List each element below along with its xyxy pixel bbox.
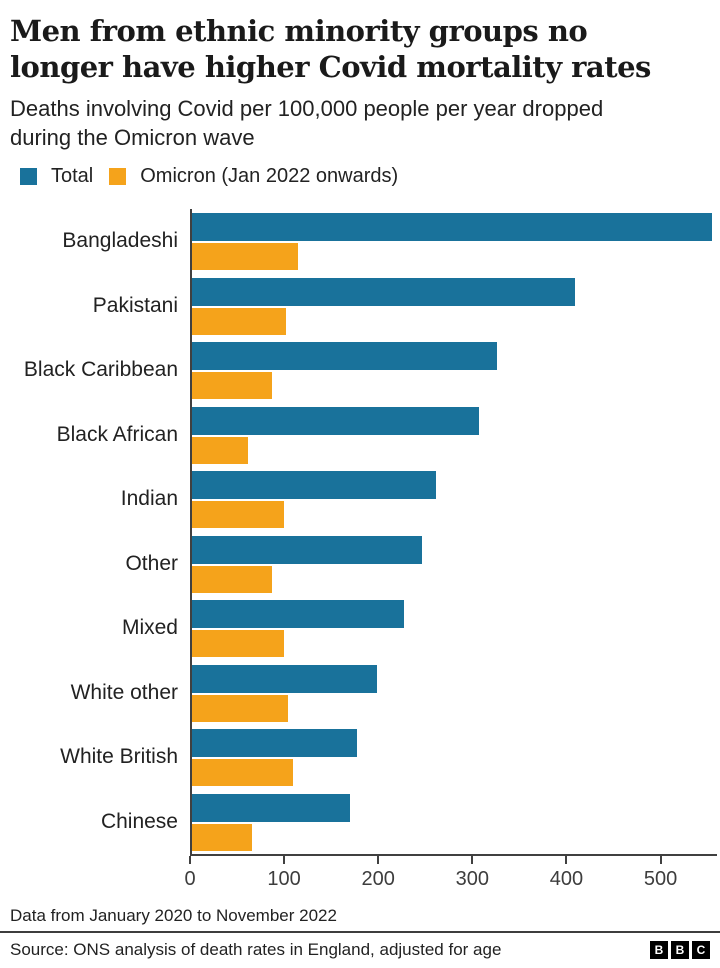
bar-omicron bbox=[192, 501, 284, 529]
bar-omicron bbox=[192, 759, 294, 787]
chart-title: Men from ethnic minority groups no longe… bbox=[10, 14, 651, 84]
chart-row: Chinese bbox=[0, 789, 720, 855]
legend: Total Omicron (Jan 2022 onwards) bbox=[20, 165, 710, 188]
chart-row: White British bbox=[0, 725, 720, 790]
x-tick bbox=[189, 856, 191, 865]
bars-cell bbox=[190, 596, 717, 661]
bar-omicron bbox=[192, 823, 252, 851]
category-label: Other bbox=[125, 551, 178, 575]
x-tick-label: 400 bbox=[549, 868, 584, 891]
category-label: White other bbox=[70, 680, 178, 704]
chart-row: Other bbox=[0, 531, 720, 597]
chart-row: White other bbox=[0, 660, 720, 726]
bar-total bbox=[192, 729, 357, 758]
chart-rows: Bangladeshi Pakistani Black Caribbean Black… bbox=[0, 209, 720, 855]
x-tick-label: 300 bbox=[455, 868, 489, 891]
x-tick bbox=[565, 856, 568, 865]
bar-total bbox=[192, 793, 351, 822]
bar-total bbox=[192, 342, 497, 371]
bar-omicron bbox=[192, 436, 249, 464]
category-label: Indian bbox=[120, 487, 178, 511]
category-label: Black Caribbean bbox=[23, 358, 178, 382]
bar-omicron bbox=[192, 694, 288, 722]
chart-page: Men from ethnic minority groups no longe… bbox=[0, 14, 720, 968]
bar-total bbox=[192, 664, 377, 693]
source-text: Source: ONS analysis of death rates in E… bbox=[10, 940, 502, 960]
legend-item-omicron: Omicron (Jan 2022 onwards) bbox=[109, 165, 398, 188]
category-label: Black African bbox=[56, 422, 178, 446]
x-tick bbox=[283, 856, 286, 865]
legend-item-total: Total bbox=[20, 165, 93, 188]
omicron-swatch-icon bbox=[109, 168, 127, 186]
category-label: Chinese bbox=[100, 809, 178, 833]
chart-row: Pakistani bbox=[0, 273, 720, 339]
bars-cell bbox=[190, 338, 717, 403]
legend-label-omicron: Omicron (Jan 2022 onwards) bbox=[140, 165, 399, 188]
chart-row: Mixed bbox=[0, 596, 720, 661]
bars-cell bbox=[190, 725, 717, 790]
source-row: Source: ONS analysis of death rates in E… bbox=[10, 940, 710, 960]
bar-omicron bbox=[192, 243, 298, 271]
x-tick bbox=[377, 856, 380, 865]
bar-chart: Bangladeshi Pakistani Black Caribbean Black… bbox=[0, 209, 720, 900]
bars-cell bbox=[190, 467, 717, 532]
bar-total bbox=[192, 600, 404, 629]
bars-cell bbox=[190, 660, 717, 726]
category-label: Bangladeshi bbox=[62, 229, 178, 253]
bar-total bbox=[192, 213, 713, 242]
bar-total bbox=[192, 471, 436, 500]
bar-omicron bbox=[192, 630, 284, 658]
category-label: Pakistani bbox=[92, 293, 178, 317]
bbc-logo-block: B bbox=[671, 941, 689, 960]
bbc-logo-block: C bbox=[692, 941, 710, 960]
bars-cell bbox=[190, 531, 717, 597]
legend-label-total: Total bbox=[51, 165, 94, 188]
bar-omicron bbox=[192, 565, 272, 593]
bars-cell bbox=[190, 402, 717, 468]
bars-cell bbox=[190, 273, 717, 339]
x-tick-label: 0 bbox=[184, 868, 196, 891]
chart-subtitle: Deaths involving Covid per 100,000 peopl… bbox=[10, 95, 604, 150]
bar-total bbox=[192, 277, 575, 306]
footer-divider bbox=[0, 931, 720, 934]
x-tick-label: 200 bbox=[361, 868, 395, 891]
chart-row: Black Caribbean bbox=[0, 338, 720, 403]
data-range-note: Data from January 2020 to November 2022 bbox=[10, 906, 337, 926]
x-axis: 0 100 200 300 400 500 bbox=[184, 854, 717, 900]
bar-omicron bbox=[192, 307, 286, 335]
bar-omicron bbox=[192, 372, 272, 400]
x-tick bbox=[471, 856, 474, 865]
category-label: Mixed bbox=[121, 616, 178, 640]
bars-cell bbox=[190, 789, 717, 855]
chart-row: Bangladeshi bbox=[0, 209, 720, 274]
total-swatch-icon bbox=[20, 168, 37, 186]
bar-total bbox=[192, 406, 479, 435]
x-tick bbox=[659, 856, 662, 865]
x-tick-label: 500 bbox=[643, 868, 678, 891]
chart-row: Black African bbox=[0, 402, 720, 468]
bars-cell bbox=[190, 209, 717, 274]
category-label: White British bbox=[60, 745, 178, 769]
bar-total bbox=[192, 535, 422, 564]
bbc-logo-block: B bbox=[650, 941, 668, 960]
chart-row: Indian bbox=[0, 467, 720, 532]
x-tick-label: 100 bbox=[267, 868, 301, 891]
